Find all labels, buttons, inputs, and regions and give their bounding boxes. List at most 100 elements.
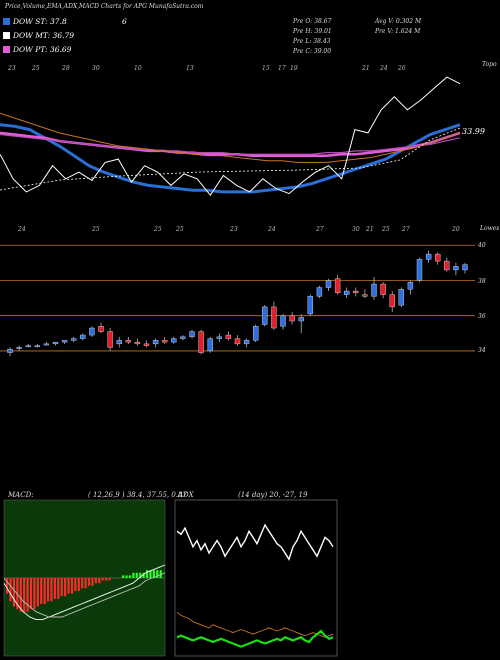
ema-date-top-5: 13 <box>186 65 194 72</box>
macd-histogram-bar <box>26 578 29 612</box>
macd-histogram-bar <box>132 572 135 578</box>
macd-histogram-bar <box>98 578 101 584</box>
candle-body <box>280 315 286 327</box>
candle-body <box>198 331 204 353</box>
avg-volume: Avg V: 0.302 M <box>375 18 422 25</box>
ema-date-top-4: 10 <box>134 65 142 72</box>
adx-title: ADX <box>178 491 194 499</box>
candle-body <box>252 326 259 341</box>
candle-body <box>134 341 141 345</box>
macd-line-0 <box>3 564 166 621</box>
candle-body <box>325 280 332 288</box>
candle-body <box>98 326 104 332</box>
candle-body <box>7 348 13 353</box>
pre-close: Pre C: 39.00 <box>293 48 332 55</box>
macd-histogram-bar <box>19 578 22 612</box>
macd-histogram-bar <box>50 578 53 602</box>
macd-histogram-bar <box>142 572 145 578</box>
candle-body <box>225 334 232 339</box>
macd-histogram-bar <box>87 578 91 586</box>
candle-body <box>353 290 359 294</box>
adx-line-1 <box>176 611 334 638</box>
macd-histogram-bar <box>6 578 9 594</box>
macd-histogram-bar <box>81 578 84 589</box>
ema-bottom-label: Lowes <box>480 225 500 232</box>
pre-open: Pre O: 38.67 <box>293 18 332 25</box>
adx-params: (14 day) 20, -27, 19 <box>238 491 308 499</box>
ema-date-top-2: 28 <box>61 65 70 72</box>
macd-histogram-bar <box>46 578 50 602</box>
ema-date-bottom-1: 25 <box>91 226 100 233</box>
candle-body <box>116 340 122 345</box>
macd-histogram-bar <box>40 578 43 604</box>
legend-swatch-pt <box>3 46 10 53</box>
candle-body <box>16 347 22 349</box>
ema-date-bottom-8: 21 <box>365 226 374 233</box>
macd-histogram-bar <box>91 578 94 586</box>
macd-histogram-bar <box>70 578 74 594</box>
ema-date-top-8: 19 <box>290 65 298 72</box>
macd-histogram-bar <box>135 572 138 578</box>
candle-body <box>216 336 223 339</box>
adx-line-2 <box>176 629 334 648</box>
candle-body <box>271 306 277 329</box>
candle-body <box>389 294 395 308</box>
macd-histogram-bar <box>77 578 80 591</box>
macd-histogram-bar <box>94 578 97 584</box>
ema-date-top-10: 24 <box>379 65 388 72</box>
macd-params: ( 12,26,9 ) 38.4, 37.55, 0.87 <box>88 491 187 499</box>
ema-date-bottom-7: 30 <box>352 226 360 233</box>
candle-body <box>243 340 250 345</box>
candle-body <box>316 287 323 297</box>
candle-body <box>161 340 168 343</box>
ema-date-top-1: 25 <box>31 65 40 72</box>
candle-body <box>25 345 31 348</box>
legend-swatch-st <box>3 18 10 25</box>
candle-body <box>298 317 304 322</box>
ema-date-top-7: 17 <box>278 65 286 72</box>
candle-body <box>416 259 423 281</box>
macd-histogram-bar <box>74 578 77 591</box>
macd-histogram-bar <box>128 575 132 578</box>
candle-body <box>407 282 414 290</box>
macd-histogram-bar <box>108 578 111 581</box>
macd-histogram-bar <box>156 570 159 578</box>
candle-body <box>61 340 68 343</box>
ema-date-bottom-5: 24 <box>267 226 276 233</box>
legend-swatch-mt <box>3 32 10 39</box>
ema-date-top-0: 23 <box>7 65 16 72</box>
macd-histogram-bar <box>12 578 16 607</box>
legend-label-mt: DOW MT: 36.79 <box>13 31 75 40</box>
legend-label-st: DOW ST: 37.8 <box>13 17 67 26</box>
ema-date-bottom-6: 27 <box>315 226 324 233</box>
macd-histogram-bar <box>9 578 12 602</box>
macd-histogram-bar <box>29 578 33 610</box>
ema-date-top-9: 21 <box>361 65 370 72</box>
candle-body <box>398 289 404 306</box>
candle-body <box>334 278 341 294</box>
ema-date-bottom-9: 25 <box>381 226 390 233</box>
macd-histogram-bar <box>122 575 125 578</box>
pre-volume: Pre V: 1.624 M <box>375 28 421 35</box>
legend-label-pt: DOW PT: 36.69 <box>13 45 72 54</box>
candle-body <box>52 341 59 345</box>
candle-body <box>43 343 50 346</box>
candle-body <box>425 253 432 260</box>
candle-body <box>89 327 95 336</box>
candle-body <box>344 290 350 295</box>
candle-body <box>180 336 186 339</box>
candle-body <box>462 264 468 271</box>
pre-low: Pre L: 38.43 <box>293 38 331 45</box>
ema-date-bottom-11: 20 <box>451 226 460 233</box>
candle-body <box>125 340 132 343</box>
candle-body <box>80 334 86 339</box>
candle-body <box>453 266 459 271</box>
candle-body <box>234 338 241 345</box>
macd-histogram-bar <box>139 572 142 578</box>
candle-body <box>207 338 213 352</box>
ema-series-4 <box>0 76 461 197</box>
macd-histogram-bar <box>101 578 104 581</box>
candle-body <box>380 283 386 295</box>
candle-body <box>307 296 313 315</box>
macd-line-1 <box>3 572 166 618</box>
